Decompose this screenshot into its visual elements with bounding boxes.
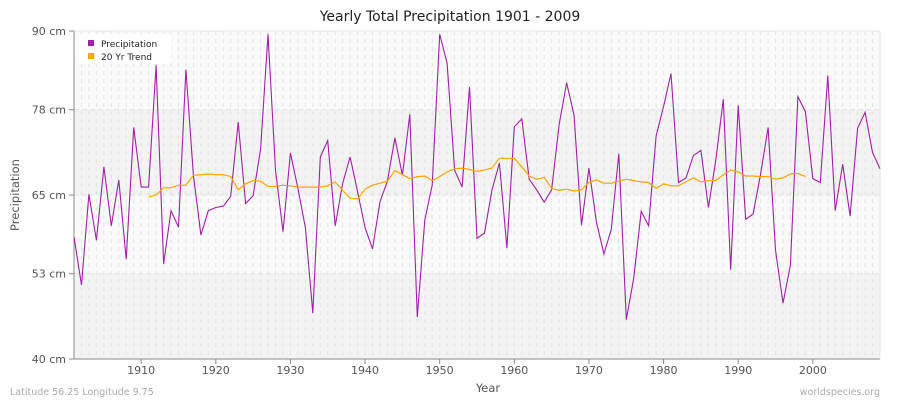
x-tick-label: 1950: [426, 364, 454, 377]
legend-swatch-precipitation: [88, 40, 94, 46]
x-tick-label: 1910: [127, 364, 155, 377]
x-tick-label: 1990: [724, 364, 752, 377]
footer-location: Latitude 56.25 Longitude 9.75: [10, 387, 154, 398]
x-tick-label: 2000: [799, 364, 827, 377]
y-axis-label: Precipitation: [8, 159, 22, 231]
x-tick-label: 1980: [650, 364, 678, 377]
x-tick-label: 1970: [575, 364, 603, 377]
y-tick-label: 78 cm: [32, 104, 66, 117]
x-tick-label: 1920: [202, 364, 230, 377]
y-tick-label: 53 cm: [32, 268, 66, 281]
x-tick-label: 1940: [351, 364, 379, 377]
x-tick-label: 1960: [500, 364, 528, 377]
chart-title: Yearly Total Precipitation 1901 - 2009: [319, 9, 581, 25]
legend-label-trend: 20 Yr Trend: [101, 53, 152, 63]
y-tick-label: 65 cm: [32, 189, 66, 202]
legend-swatch-trend: [88, 53, 94, 59]
legend-label-precipitation: Precipitation: [101, 40, 157, 50]
trend-line: [148, 157, 806, 200]
y-tick-label: 90 cm: [32, 25, 66, 38]
precipitation-line: [73, 34, 881, 320]
x-axis-label: Year: [475, 381, 501, 395]
y-tick-label: 40 cm: [32, 353, 66, 366]
footer-site[interactable]: worldspecies.org: [800, 387, 880, 398]
x-tick-label: 1930: [276, 364, 304, 377]
legend: Precipitation 20 Yr Trend: [79, 34, 171, 64]
